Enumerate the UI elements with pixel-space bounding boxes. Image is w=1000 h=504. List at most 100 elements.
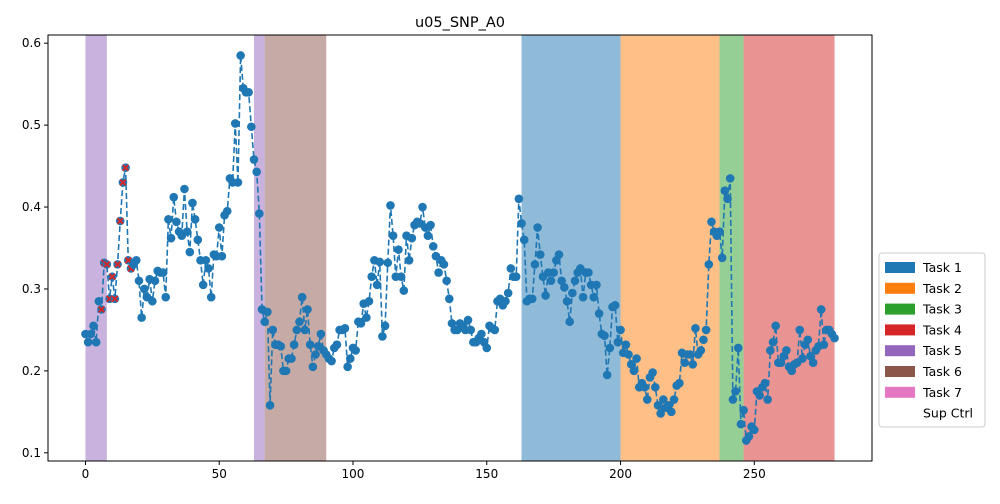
y-tick-label: 0.3 [22, 282, 41, 296]
legend-label: Task 5 [922, 343, 962, 358]
data-point [428, 242, 438, 251]
legend-swatch [885, 324, 915, 336]
data-point [343, 362, 352, 372]
data-point [605, 343, 615, 353]
data-point [816, 305, 826, 314]
data-point [744, 432, 754, 441]
data-point [519, 235, 529, 245]
legend-swatch [885, 262, 915, 273]
legend-swatch [885, 282, 915, 294]
data-point [565, 317, 574, 327]
data-point [140, 284, 149, 294]
legend-label: Task 3 [922, 302, 962, 317]
data-point [89, 321, 98, 331]
data-point [305, 340, 315, 349]
data-point [180, 184, 189, 194]
data-point [418, 202, 427, 212]
data-point [439, 260, 449, 269]
x-tick-label: 100 [342, 467, 365, 481]
data-point [819, 340, 829, 349]
legend-label: Task 7 [922, 385, 962, 400]
data-point [490, 325, 500, 335]
data-point [533, 223, 542, 232]
data-point [667, 407, 676, 417]
data-point [255, 209, 264, 218]
data-point [134, 276, 144, 286]
data-point [351, 346, 360, 355]
data-point [247, 122, 256, 132]
data-point [91, 337, 101, 347]
data-point [664, 400, 673, 410]
data-point [760, 378, 770, 388]
data-point [562, 296, 572, 306]
data-point [161, 292, 171, 302]
data-point [386, 201, 395, 210]
data-point [94, 296, 104, 306]
data-point [600, 331, 609, 340]
legend-label: Task 1 [922, 260, 962, 275]
highlight-marker [111, 295, 119, 303]
highlight-marker [103, 260, 111, 268]
data-point [399, 286, 409, 295]
data-point [263, 307, 272, 317]
data-point [169, 192, 179, 202]
highlight-marker [114, 260, 122, 268]
y-tick-label: 0.1 [22, 446, 41, 460]
data-point [578, 292, 588, 302]
data-point [782, 346, 791, 355]
data-point [795, 325, 805, 335]
data-point [602, 370, 612, 380]
data-point [503, 288, 513, 298]
data-point [749, 425, 759, 435]
span-task-2-4 [620, 35, 720, 461]
data-point [346, 354, 355, 363]
x-tick-label: 0 [82, 467, 90, 481]
data-point [541, 291, 550, 300]
data-point [131, 255, 141, 265]
legend-swatch [885, 407, 915, 419]
data-point [463, 315, 473, 325]
data-point [356, 319, 366, 328]
data-point [303, 305, 312, 314]
data-point [214, 223, 224, 232]
data-point [776, 358, 786, 367]
data-point [771, 321, 780, 331]
span-task-1-3 [521, 35, 621, 461]
data-point [444, 294, 454, 304]
data-point [589, 292, 599, 302]
data-point [715, 227, 724, 236]
data-point [675, 378, 684, 388]
data-point [554, 250, 564, 259]
data-point [691, 323, 700, 333]
data-point [808, 358, 818, 367]
data-point [560, 283, 569, 292]
data-point [592, 280, 601, 290]
data-point [367, 272, 377, 281]
data-point [316, 329, 326, 339]
legend-swatch [885, 345, 915, 357]
data-point [300, 325, 310, 335]
data-point [728, 395, 738, 404]
data-point [594, 309, 604, 318]
series-line [84, 55, 836, 443]
data-point [172, 217, 181, 227]
plot-frame [47, 34, 873, 462]
span-task-6-2 [264, 35, 327, 461]
data-point [787, 366, 797, 376]
chart-title: u05_SNP_A0 [415, 15, 505, 31]
data-point [717, 253, 727, 263]
data-point [327, 356, 336, 366]
data-point [766, 346, 775, 355]
data-point [688, 360, 698, 369]
data-point [308, 362, 318, 372]
data-point [249, 155, 259, 164]
y-tick-label: 0.6 [22, 36, 41, 50]
data-point [517, 219, 526, 228]
data-point [252, 167, 261, 177]
data-point [707, 217, 716, 227]
span-task-5-0 [85, 35, 107, 461]
data-point [332, 340, 342, 349]
data-point [535, 250, 545, 259]
data-point [506, 264, 516, 273]
